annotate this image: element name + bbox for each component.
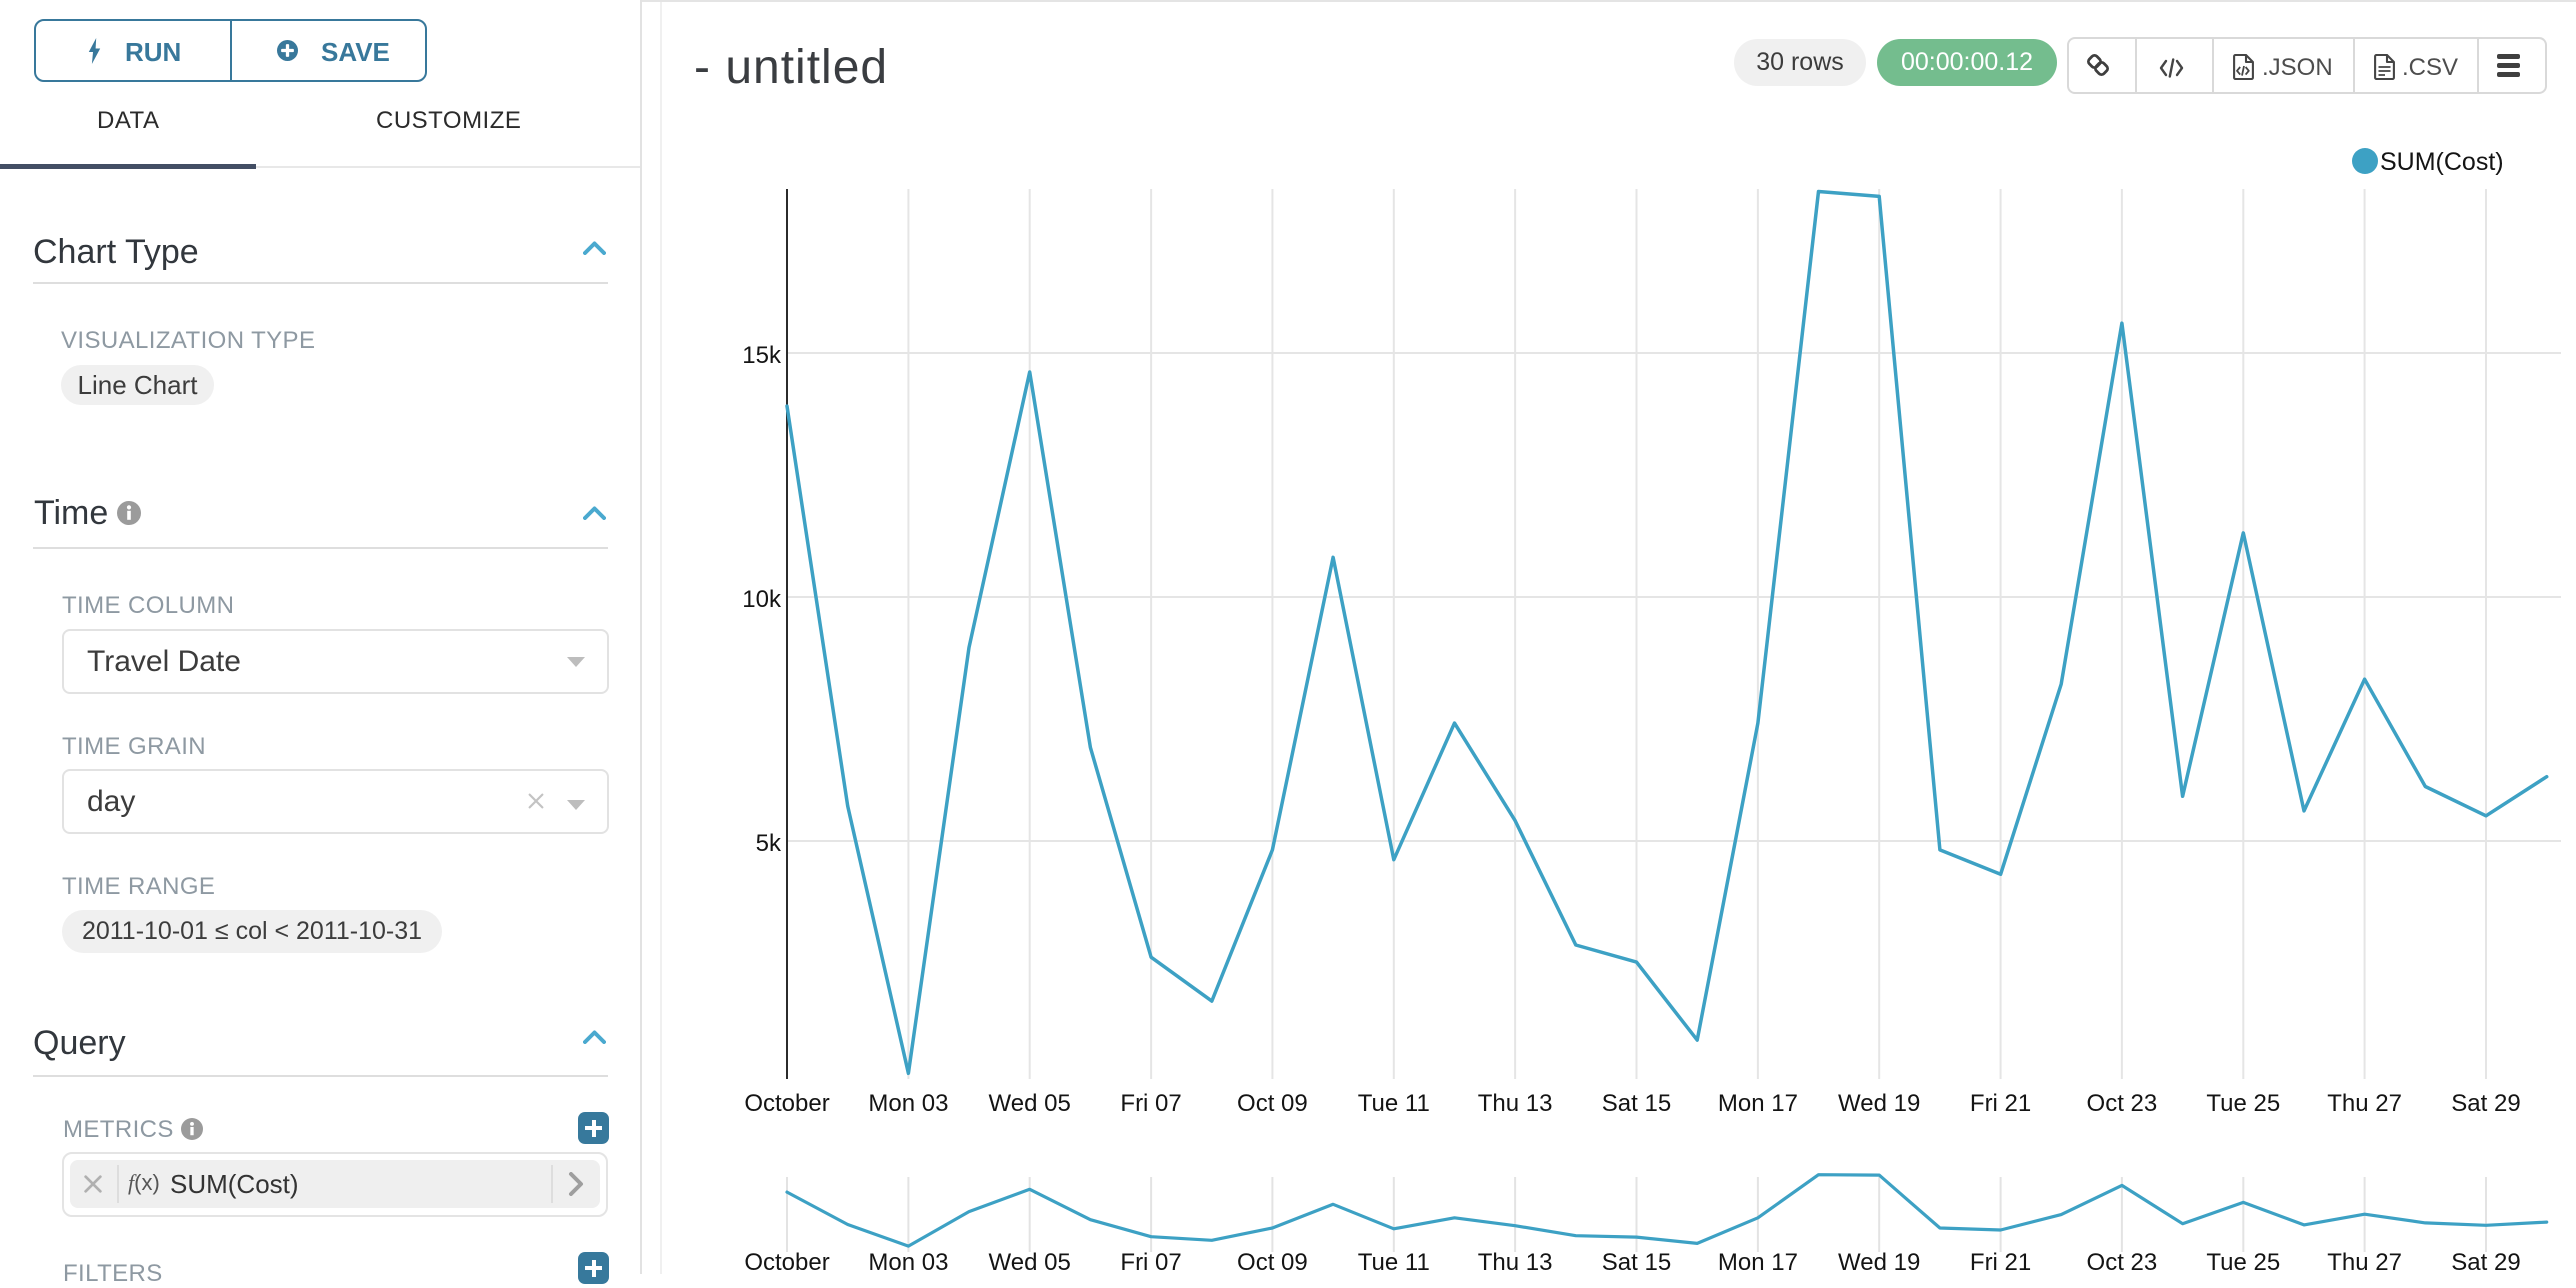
svg-text:Wed 05: Wed 05 [989,1090,1071,1117]
svg-text:5k: 5k [756,830,782,857]
svg-text:Tue 11: Tue 11 [1358,1249,1430,1274]
svg-text:October: October [744,1249,829,1274]
svg-text:Fri 07: Fri 07 [1120,1090,1181,1117]
svg-text:October: October [744,1090,829,1117]
svg-text:Thu 27: Thu 27 [2327,1249,2402,1274]
svg-text:Tue 25: Tue 25 [2206,1249,2280,1274]
svg-text:Wed 19: Wed 19 [1838,1249,1920,1274]
svg-text:10k: 10k [742,586,782,613]
svg-text:Sat 29: Sat 29 [2451,1090,2520,1117]
svg-text:Tue 11: Tue 11 [1358,1090,1430,1117]
svg-text:Fri 21: Fri 21 [1970,1249,2031,1274]
svg-text:Thu 27: Thu 27 [2327,1090,2402,1117]
svg-text:Fri 07: Fri 07 [1120,1249,1181,1274]
svg-text:Wed 19: Wed 19 [1838,1090,1920,1117]
svg-text:Sat 15: Sat 15 [1602,1090,1671,1117]
svg-text:Oct 09: Oct 09 [1237,1090,1308,1117]
svg-text:Oct 09: Oct 09 [1237,1249,1308,1274]
svg-text:Tue 25: Tue 25 [2206,1090,2280,1117]
svg-text:Sat 15: Sat 15 [1602,1249,1671,1274]
svg-text:Mon 17: Mon 17 [1718,1090,1798,1117]
svg-text:Mon 03: Mon 03 [868,1090,948,1117]
svg-text:Oct 23: Oct 23 [2087,1090,2158,1117]
svg-text:Oct 23: Oct 23 [2087,1249,2158,1274]
svg-text:Wed 05: Wed 05 [989,1249,1071,1274]
svg-text:SUM(Cost): SUM(Cost) [2380,148,2504,176]
svg-text:Mon 03: Mon 03 [868,1249,948,1274]
svg-text:Fri 21: Fri 21 [1970,1090,2031,1117]
svg-text:Thu 13: Thu 13 [1478,1090,1553,1117]
svg-text:Thu 13: Thu 13 [1478,1249,1553,1274]
svg-text:Sat 29: Sat 29 [2451,1249,2520,1274]
svg-text:15k: 15k [742,342,782,369]
svg-text:Mon 17: Mon 17 [1718,1249,1798,1274]
